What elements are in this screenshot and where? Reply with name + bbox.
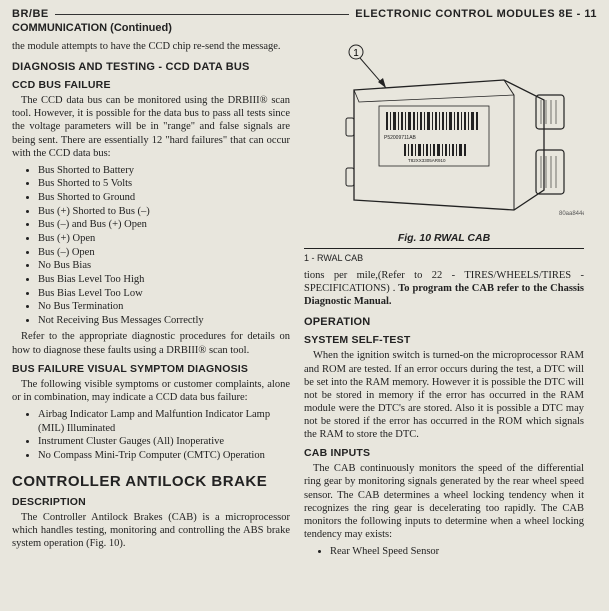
heading-operation: OPERATION	[304, 316, 584, 328]
list-item: Bus (+) Shorted to Bus (–)	[38, 205, 290, 219]
list-item: Rear Wheel Speed Sensor	[330, 545, 584, 559]
subheader: COMMUNICATION (Continued)	[12, 22, 597, 34]
list-item: Bus Bias Level Too Low	[38, 287, 290, 301]
ccd-failure-paragraph: The CCD data bus can be monitored using …	[12, 94, 290, 160]
header-rule	[55, 14, 350, 15]
heading-ccd-bus-failure: CCD BUS FAILURE	[12, 79, 290, 91]
svg-text:80aa844e: 80aa844e	[559, 211, 584, 217]
svg-text:1: 1	[353, 48, 359, 59]
figure-illustration: 1	[304, 40, 584, 230]
list-item: Bus Bias Level Too High	[38, 273, 290, 287]
tires-wheels-paragraph: tions per mile,(Refer to 22 - TIRES/WHEE…	[304, 269, 584, 308]
list-item: Bus Shorted to Battery	[38, 164, 290, 178]
heading-diagnosis: DIAGNOSIS AND TESTING - CCD DATA BUS	[12, 61, 290, 73]
self-test-paragraph: When the ignition switch is turned-on th…	[304, 349, 584, 441]
heading-system-self-test: SYSTEM SELF-TEST	[304, 334, 584, 346]
list-item: Bus (+) Open	[38, 232, 290, 246]
list-item: Bus (–) Open	[38, 246, 290, 260]
heading-description: DESCRIPTION	[12, 496, 290, 508]
svg-text:P52009711AB: P52009711AB	[384, 135, 417, 141]
description-paragraph: The Controller Antilock Brakes (CAB) is …	[12, 511, 290, 550]
list-item: Bus Shorted to Ground	[38, 191, 290, 205]
visual-symptom-paragraph: The following visible symptoms or custom…	[12, 378, 290, 404]
heading-controller-antilock-brake: CONTROLLER ANTILOCK BRAKE	[12, 473, 290, 490]
header-right: ELECTRONIC CONTROL MODULES 8E - 11	[355, 8, 597, 20]
cab-inputs-list: Rear Wheel Speed Sensor	[304, 545, 584, 559]
list-item: No Bus Bias	[38, 259, 290, 273]
list-item: Airbag Indicator Lamp and Malfuntion Ind…	[38, 408, 290, 435]
heading-visual-symptom: BUS FAILURE VISUAL SYMPTOM DIAGNOSIS	[12, 363, 290, 375]
intro-paragraph: the module attempts to have the CCD chip…	[12, 40, 290, 53]
list-item: Not Receiving Bus Messages Correctly	[38, 314, 290, 328]
cab-inputs-paragraph: The CAB continuously monitors the speed …	[304, 462, 584, 541]
figure-legend: 1 - RWAL CAB	[304, 253, 584, 263]
right-column: 1	[304, 40, 584, 562]
failure-list: Bus Shorted to Battery Bus Shorted to 5 …	[12, 164, 290, 328]
visual-symptom-list: Airbag Indicator Lamp and Malfuntion Ind…	[12, 408, 290, 463]
list-item: Instrument Cluster Gauges (All) Inoperat…	[38, 435, 290, 449]
list-item: Bus (–) and Bus (+) Open	[38, 218, 290, 232]
figure-caption: Fig. 10 RWAL CAB	[304, 232, 584, 244]
left-column: the module attempts to have the CCD chip…	[12, 40, 290, 562]
heading-cab-inputs: CAB INPUTS	[304, 447, 584, 459]
list-item: No Bus Termination	[38, 300, 290, 314]
figure-10: 1	[304, 40, 584, 249]
list-item: No Compass Mini-Trip Computer (CMTC) Ope…	[38, 449, 290, 463]
list-item: Bus Shorted to 5 Volts	[38, 177, 290, 191]
header-left: BR/BE	[12, 8, 49, 20]
refer-paragraph: Refer to the appropriate diagnostic proc…	[12, 330, 290, 356]
svg-text:T82XX3305AR910: T82XX3305AR910	[408, 158, 446, 163]
